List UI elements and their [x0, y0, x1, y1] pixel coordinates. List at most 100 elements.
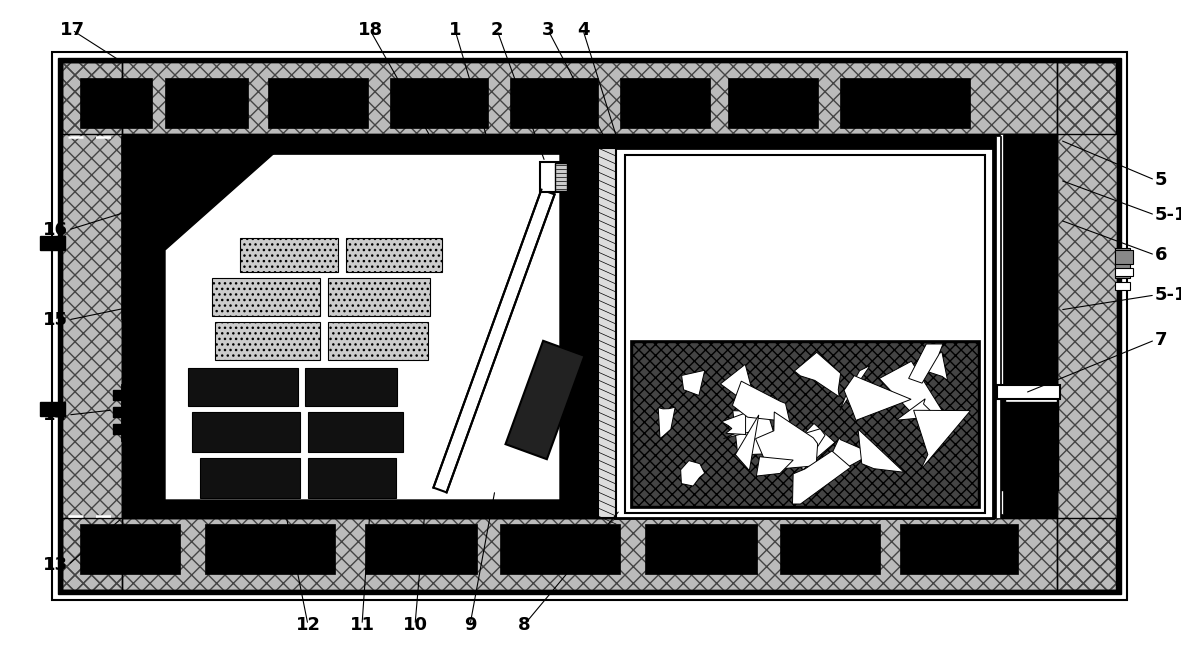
Text: 11: 11: [350, 616, 374, 634]
Polygon shape: [919, 352, 947, 381]
Bar: [165, 78, 248, 128]
Bar: [308, 412, 403, 452]
Bar: [500, 524, 620, 574]
Bar: [993, 136, 1001, 518]
Bar: [58, 58, 1121, 594]
Polygon shape: [795, 353, 841, 397]
Bar: [510, 78, 598, 128]
Polygon shape: [859, 429, 905, 472]
Text: 1: 1: [449, 21, 462, 39]
Text: 17: 17: [59, 21, 85, 39]
Bar: [540, 162, 560, 192]
Bar: [1000, 134, 1057, 514]
Polygon shape: [789, 423, 835, 470]
Polygon shape: [792, 451, 850, 504]
Bar: [1115, 250, 1133, 264]
Text: 2: 2: [491, 21, 503, 39]
Polygon shape: [764, 439, 791, 465]
Bar: [996, 136, 1000, 518]
Bar: [200, 458, 300, 498]
Text: 5: 5: [1155, 171, 1168, 189]
Text: 16: 16: [43, 221, 68, 239]
Polygon shape: [680, 460, 705, 486]
Bar: [122, 148, 598, 154]
Bar: [113, 390, 128, 400]
Bar: [80, 524, 180, 574]
Bar: [1057, 62, 1117, 590]
Polygon shape: [720, 364, 757, 411]
Bar: [40, 236, 65, 250]
Bar: [215, 322, 320, 360]
Bar: [615, 148, 993, 518]
Polygon shape: [165, 148, 560, 500]
Bar: [205, 524, 335, 574]
Polygon shape: [824, 438, 873, 471]
Polygon shape: [914, 410, 971, 470]
Polygon shape: [840, 366, 870, 411]
Bar: [840, 78, 970, 128]
Bar: [900, 524, 1018, 574]
Bar: [365, 524, 477, 574]
Text: 5-1-1: 5-1-1: [1155, 286, 1181, 304]
Text: 4: 4: [576, 21, 589, 39]
Polygon shape: [681, 370, 705, 396]
Bar: [305, 368, 397, 406]
Bar: [61, 62, 122, 590]
Text: 10: 10: [403, 616, 428, 634]
Bar: [645, 524, 757, 574]
Bar: [113, 407, 128, 417]
Bar: [268, 78, 368, 128]
Bar: [1000, 390, 1057, 393]
Polygon shape: [733, 409, 779, 454]
Bar: [629, 340, 980, 508]
Bar: [1115, 248, 1130, 278]
Polygon shape: [732, 381, 790, 422]
Bar: [1000, 134, 1003, 514]
Bar: [61, 518, 1116, 590]
Polygon shape: [722, 406, 745, 434]
Bar: [122, 136, 598, 148]
Bar: [61, 62, 1116, 134]
Bar: [188, 368, 298, 406]
Bar: [308, 458, 396, 498]
Bar: [240, 238, 338, 272]
Bar: [390, 78, 488, 128]
Bar: [779, 524, 880, 574]
Bar: [555, 163, 567, 191]
Bar: [80, 78, 152, 128]
Bar: [1115, 268, 1133, 276]
Bar: [1057, 62, 1117, 590]
Bar: [997, 385, 1061, 399]
Text: 9: 9: [464, 616, 476, 634]
Bar: [632, 342, 978, 506]
Text: 13: 13: [43, 556, 68, 574]
Bar: [61, 62, 122, 590]
Bar: [40, 402, 65, 416]
Bar: [61, 518, 1116, 590]
Text: 7: 7: [1155, 331, 1168, 349]
Bar: [328, 278, 430, 316]
Bar: [213, 278, 320, 316]
Polygon shape: [756, 456, 794, 476]
Polygon shape: [724, 431, 753, 439]
Bar: [1005, 390, 1057, 402]
Text: 8: 8: [517, 616, 530, 634]
Bar: [61, 62, 1116, 134]
Bar: [328, 322, 428, 360]
Polygon shape: [735, 415, 758, 471]
Bar: [1115, 282, 1130, 290]
Polygon shape: [756, 412, 817, 470]
Text: 14: 14: [43, 406, 68, 424]
Bar: [598, 148, 616, 518]
Bar: [1057, 62, 1117, 590]
Bar: [346, 238, 442, 272]
Text: 3: 3: [542, 21, 554, 39]
Text: 5-1: 5-1: [1155, 206, 1181, 224]
Bar: [61, 62, 1116, 134]
Bar: [193, 412, 300, 452]
Text: 12: 12: [295, 616, 320, 634]
Bar: [625, 155, 985, 513]
Bar: [61, 518, 1116, 590]
Bar: [998, 390, 1058, 490]
Bar: [113, 424, 128, 434]
